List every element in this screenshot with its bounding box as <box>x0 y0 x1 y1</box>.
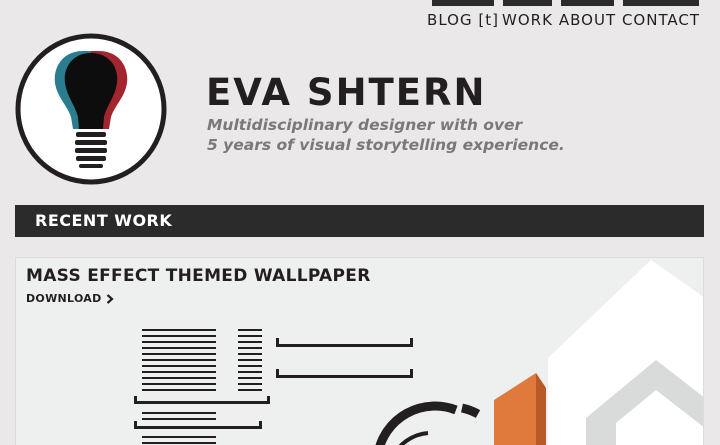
nav-item-blog[interactable]: BLOG [t] <box>427 0 498 32</box>
recent-work-heading: RECENT WORK <box>15 205 704 237</box>
chevron-right-icon <box>106 293 114 304</box>
tagline: Multidisciplinary designer with over 5 y… <box>207 115 567 155</box>
wallpaper-preview[interactable] <box>16 258 704 445</box>
nav-item-indicator <box>503 0 552 6</box>
nav-item-indicator <box>561 0 614 6</box>
tagline-line-1: Multidisciplinary designer with over <box>207 116 523 134</box>
nav-item-about[interactable]: ABOUT <box>558 0 617 32</box>
nav-contact-label[interactable]: CONTACT <box>621 11 701 29</box>
top-navigation: BLOG [t] WORK ABOUT CONTACT <box>0 0 720 32</box>
work-item-title[interactable]: MASS EFFECT THEMED WALLPAPER <box>26 266 371 286</box>
site-title: EVA SHTERN <box>206 71 487 114</box>
nav-item-indicator <box>623 0 699 6</box>
nav-item-contact[interactable]: CONTACT <box>621 0 701 32</box>
nav-blog-label[interactable]: BLOG [t] <box>427 11 499 29</box>
work-card[interactable]: MASS EFFECT THEMED WALLPAPER DOWNLOAD <box>15 257 704 445</box>
nav-item-work[interactable]: WORK <box>502 0 553 32</box>
lightbulb-icon[interactable] <box>15 33 167 185</box>
download-link[interactable]: DOWNLOAD <box>26 292 114 305</box>
nav-about-label[interactable]: ABOUT <box>558 11 617 29</box>
nav-item-indicator <box>432 0 494 6</box>
tagline-line-2: 5 years of visual storytelling experienc… <box>207 136 565 154</box>
nav-work-label[interactable]: WORK <box>502 11 553 29</box>
download-label[interactable]: DOWNLOAD <box>26 292 102 305</box>
